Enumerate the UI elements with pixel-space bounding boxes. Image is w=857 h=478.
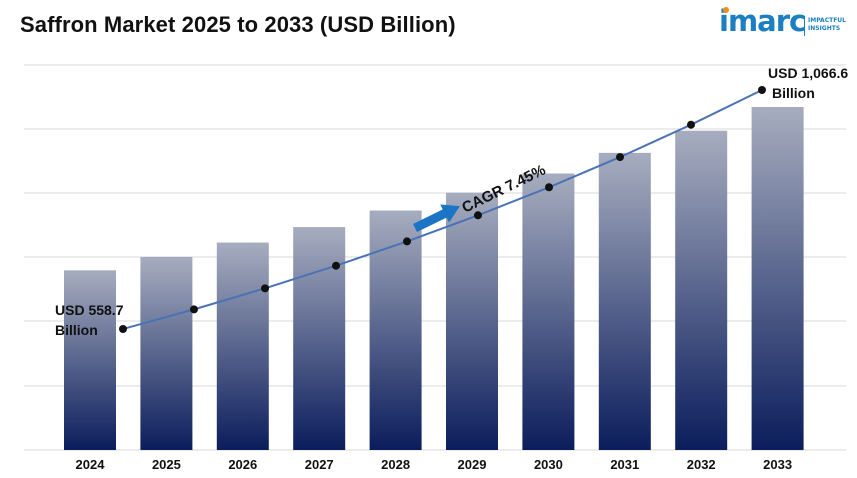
- x-tick-label: 2024: [76, 457, 106, 472]
- logo-dot-icon: [723, 7, 729, 13]
- bar-2024: [64, 270, 116, 450]
- trend-point-2024: [119, 325, 127, 333]
- trend-line: [122, 89, 763, 330]
- trend-point-2025: [190, 305, 198, 314]
- trend-point-2028: [403, 237, 411, 246]
- x-tick-label: 2032: [687, 457, 716, 472]
- logo-wordmark: imarc: [719, 4, 806, 38]
- x-tick-label: 2033: [763, 457, 792, 472]
- bar-2028: [369, 210, 422, 450]
- x-tick-label: 2030: [534, 457, 563, 472]
- logo-tagline-line2: INSIGHTS: [808, 25, 841, 32]
- trend-point-2031: [616, 153, 624, 162]
- trend-points: [119, 86, 766, 333]
- logo-tagline-line1: IMPACTFUL: [808, 17, 846, 24]
- bar-2025: [140, 256, 193, 450]
- trend-point-2029: [474, 211, 482, 220]
- bars: [64, 107, 804, 451]
- trend-point-2030: [545, 183, 553, 192]
- end-value-line1: USD 1,066.6: [768, 65, 848, 81]
- x-tick-label: 2027: [305, 457, 334, 472]
- logo-tagline: IMPACTFUL INSIGHTS: [808, 17, 846, 33]
- x-tick-label: 2028: [381, 457, 410, 472]
- x-tick-label: 2026: [228, 457, 257, 472]
- imarc-logo: imarc IMPACTFUL INSIGHTS: [719, 6, 849, 40]
- bar-2027: [293, 227, 346, 450]
- cagr-arrow-icon: [413, 204, 460, 233]
- x-tick-label: 2031: [610, 457, 639, 472]
- bar-2029: [446, 192, 498, 450]
- end-value-line2: Billion: [772, 85, 815, 101]
- bar-2026: [216, 242, 269, 450]
- start-value-line1: USD 558.7: [55, 302, 124, 318]
- chart-title: Saffron Market 2025 to 2033 (USD Billion…: [20, 12, 456, 37]
- x-tick-label: 2025: [152, 457, 181, 472]
- trend-point-2027: [332, 261, 340, 270]
- trend-point-2032: [687, 120, 695, 129]
- logo-divider: [804, 16, 805, 36]
- bar-2031: [598, 152, 651, 451]
- start-value-line2: Billion: [55, 322, 98, 338]
- x-axis-ticks: 2024 2025 2026 2027 2028 2029 2030 2031 2032 2033: [76, 457, 793, 472]
- bar-2032: [675, 130, 728, 450]
- trend-point-2033: [758, 86, 766, 94]
- bar-2033: [751, 107, 804, 450]
- bar-2030: [522, 173, 575, 450]
- x-tick-label: 2029: [458, 457, 487, 472]
- trend-point-2026: [261, 284, 269, 293]
